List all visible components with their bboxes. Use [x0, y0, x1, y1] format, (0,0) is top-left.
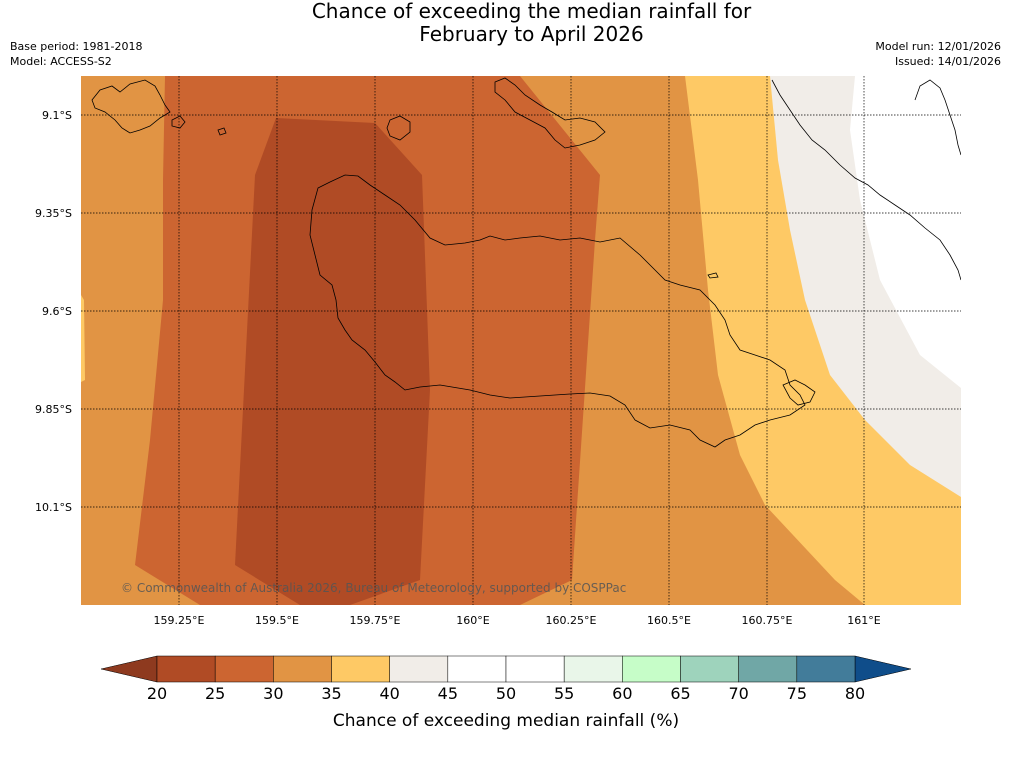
- colorbar-over-arrow: [854, 655, 912, 683]
- colorbar-tick-label: 80: [845, 684, 865, 703]
- island-coast-nw-islet-2: [217, 127, 227, 136]
- colorbar-segment: [447, 655, 507, 683]
- issued-date: Issued: 14/01/2026: [894, 55, 1001, 68]
- lat-label: 9.35°S: [35, 207, 72, 220]
- colorbar-tick-label: 45: [438, 684, 458, 703]
- colorbar-ticks: 20 25 30 35 40 45 50 55 60 65 70 75 80: [147, 684, 865, 703]
- island-coast-florida: [494, 77, 606, 149]
- island-coast-nw: [91, 79, 171, 134]
- colorbar-segment: [796, 655, 856, 683]
- copyright-notice: © Commonwealth of Australia 2026, Bureau…: [121, 581, 626, 595]
- colorbar-segment: [156, 655, 216, 683]
- model-name: Model: ACCESS-S2: [10, 55, 112, 68]
- meta-left: Base period: 1981-2018 Model: ACCESS-S2: [10, 39, 142, 69]
- map-area: © Commonwealth of Australia 2026, Bureau…: [81, 76, 961, 605]
- colorbar-segment: [331, 655, 390, 683]
- island-coast-ne: [914, 79, 961, 156]
- colorbar-tick-label: 30: [263, 684, 283, 703]
- lon-labels: 159.25°E 159.5°E 159.75°E 160°E 160.25°E…: [154, 614, 881, 627]
- colorbar-tick-label: 75: [787, 684, 807, 703]
- lon-label: 159.5°E: [255, 614, 299, 627]
- island-coast-malaita: [771, 79, 961, 281]
- island-coast-savo: [386, 115, 411, 141]
- meta-right: Model run: 12/01/2026 Issued: 14/01/2026: [875, 39, 1001, 69]
- model-run: Model run: 12/01/2026: [875, 40, 1001, 53]
- lon-label: 161°E: [847, 614, 880, 627]
- colorbar-segment: [505, 655, 565, 683]
- colorbar-segment: [680, 655, 739, 683]
- lat-label: 9.1°S: [42, 109, 72, 122]
- colorbar-tick-label: 35: [321, 684, 341, 703]
- colorbar-tick-label: 70: [728, 684, 748, 703]
- lat-label: 9.6°S: [42, 305, 72, 318]
- colorbar-segment: [273, 655, 332, 683]
- base-period: Base period: 1981-2018: [10, 40, 143, 53]
- lon-label: 160°E: [456, 614, 489, 627]
- lon-label: 160.25°E: [546, 614, 597, 627]
- colorbar-tick-label: 25: [205, 684, 225, 703]
- island-coast-guadalcanal: [309, 174, 806, 448]
- lat-labels: 9.1°S 9.35°S 9.6°S 9.85°S 10.1°S: [35, 109, 72, 514]
- lat-label: 9.85°S: [35, 403, 72, 416]
- zone-20-25: [235, 118, 430, 605]
- island-coast-east-islet-2: [782, 379, 816, 406]
- colorbar-tick-label: 60: [612, 684, 632, 703]
- coastlines: [91, 77, 961, 448]
- island-coast-east-islet: [707, 272, 719, 279]
- lon-label: 159.75°E: [350, 614, 401, 627]
- zone-45-50: [850, 76, 961, 388]
- colorbar-tick-label: 55: [554, 684, 574, 703]
- colorbar-segment: [622, 655, 681, 683]
- colorbar-segment: [563, 655, 623, 683]
- colorbar-title: Chance of exceeding median rainfall (%): [333, 711, 679, 731]
- lon-label: 160.5°E: [647, 614, 691, 627]
- lat-label: 10.1°S: [35, 501, 72, 514]
- colorbar-segments: [156, 655, 856, 683]
- colorbar-segment: [389, 655, 449, 683]
- colorbar-tick-label: 40: [379, 684, 399, 703]
- colorbar-tick-label: 65: [670, 684, 690, 703]
- colorbar-tick-label: 20: [147, 684, 167, 703]
- title-line-2: February to April 2026: [419, 22, 644, 46]
- colorbar-segment: [738, 655, 798, 683]
- title-line-1: Chance of exceeding the median rainfall …: [311, 0, 752, 23]
- lon-label: 159.25°E: [154, 614, 205, 627]
- island-coast-nw-islet: [171, 115, 186, 129]
- colorbar: 20 25 30 35 40 45 50 55 60 65 70 75 80 Chance of exc…: [100, 655, 912, 731]
- colorbar-tick-label: 50: [496, 684, 516, 703]
- colorbar-under-arrow: [100, 655, 158, 683]
- map-title: Chance of exceeding the median rainfall …: [0, 0, 1011, 46]
- lon-label: 160.75°E: [742, 614, 793, 627]
- gridlines: [81, 76, 961, 605]
- colorbar-segment: [214, 655, 274, 683]
- zone-35-40-edge: [81, 295, 85, 382]
